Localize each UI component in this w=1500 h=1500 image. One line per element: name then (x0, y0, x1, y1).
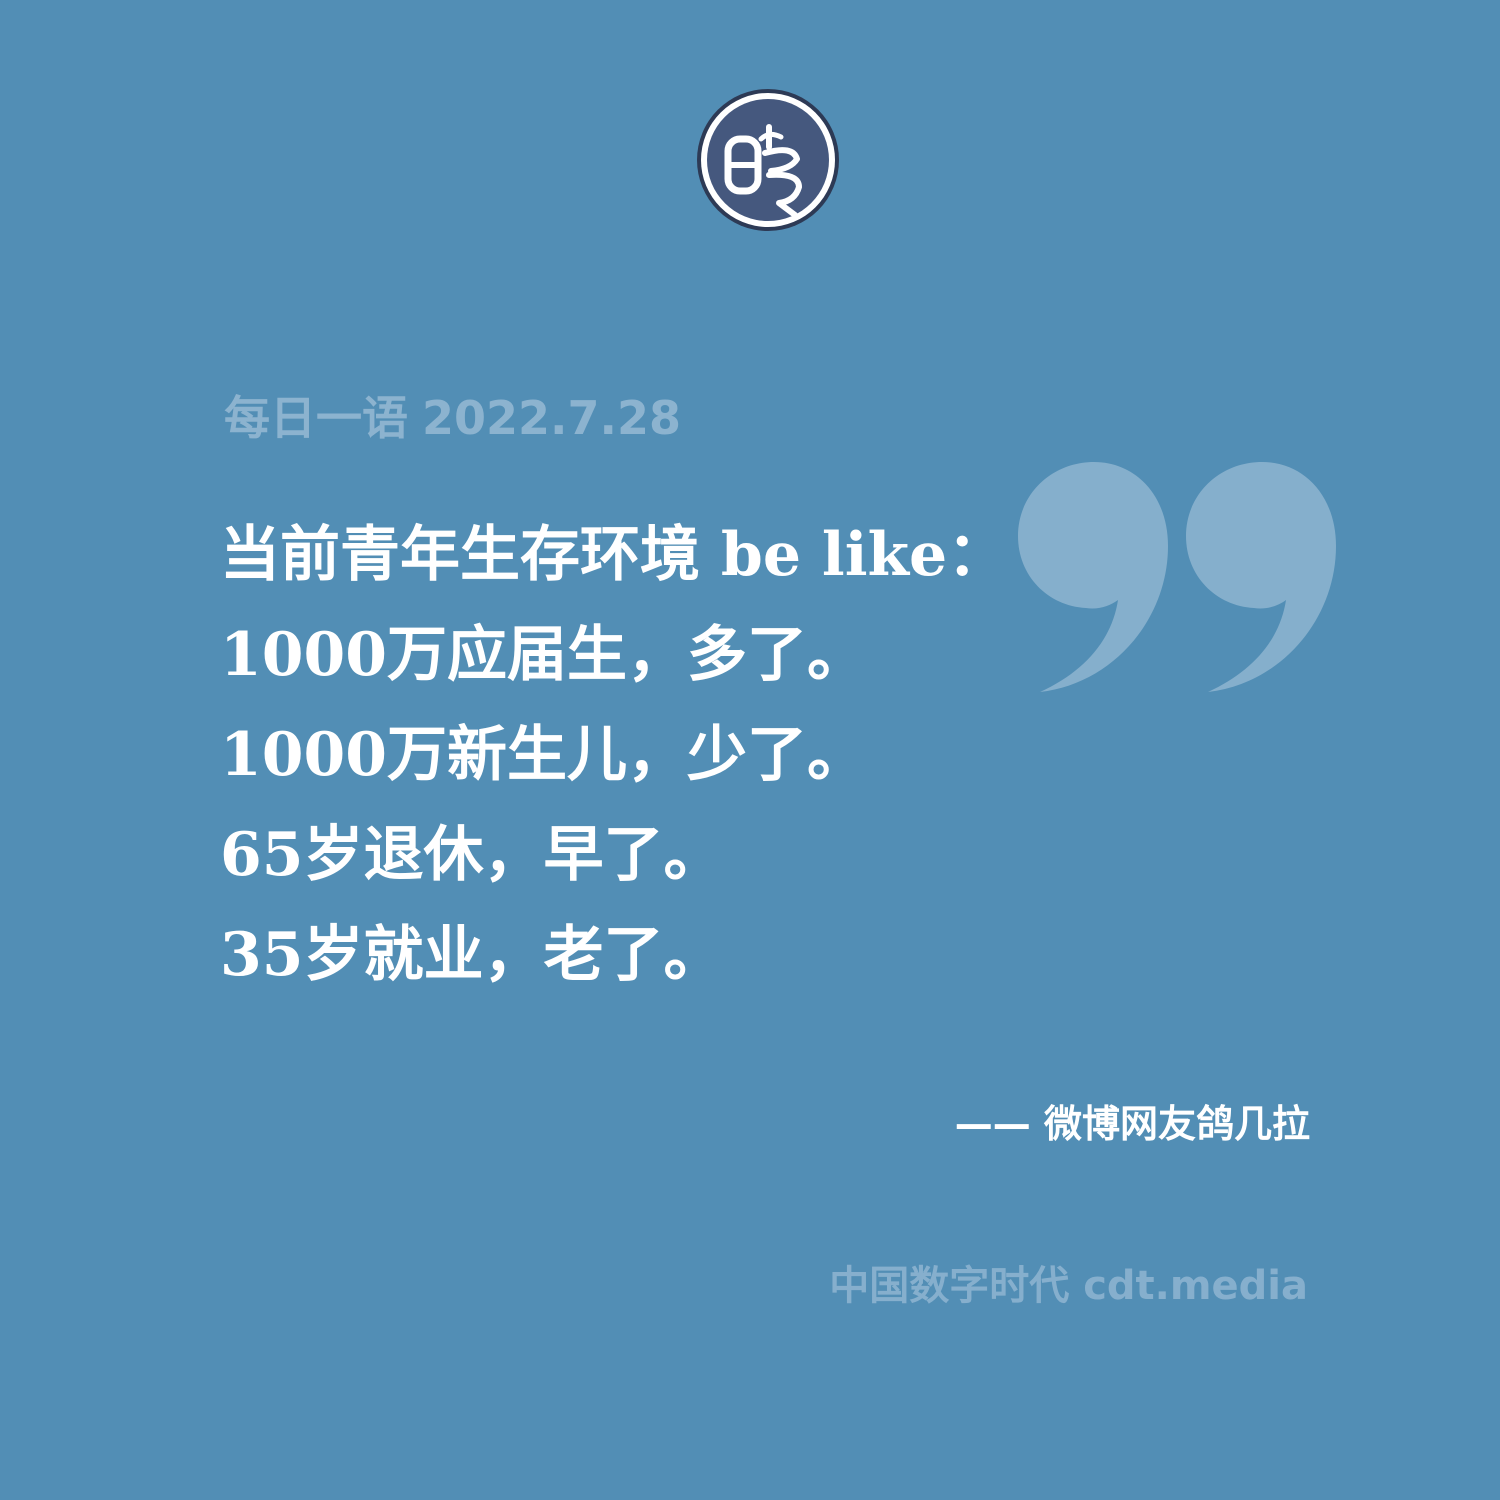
cdt-seal-logo-icon (695, 87, 841, 233)
daily-quote-label: 每日一语 (224, 391, 408, 445)
closing-quote-icon (1012, 460, 1342, 700)
quote-line: 当前青年生存环境 be like： (220, 520, 1008, 590)
footer-brand: 中国数字时代 cdt.media (829, 1263, 1308, 1309)
quote-line: 65岁退休，早了。 (220, 820, 724, 890)
quote-line: 35岁就业，老了。 (220, 920, 724, 990)
quote-body: 当前青年生存环境 be like： 1000万应届生，多了。 1000万新生儿，… (220, 505, 1320, 1005)
quote-attribution: —— 微博网友鸽几拉 (954, 1102, 1310, 1146)
quote-line: 1000万应届生，多了。 (220, 620, 867, 690)
daily-quote-date: 每日一语 2022.7.28 (224, 388, 681, 448)
date-text: 2022.7.28 (422, 391, 681, 445)
quote-line: 1000万新生儿，少了。 (220, 720, 867, 790)
